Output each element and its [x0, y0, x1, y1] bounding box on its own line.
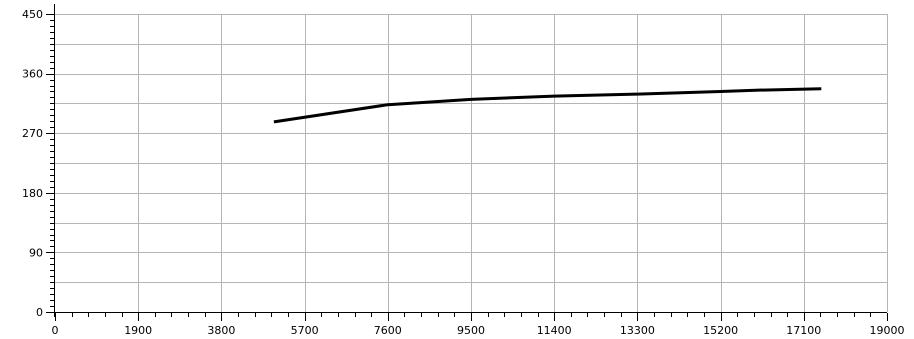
y-tick-label: 450 [22, 8, 43, 21]
x-tick-label: 1900 [124, 324, 152, 337]
x-tick-label: 15200 [703, 324, 738, 337]
x-tick-label: 17100 [786, 324, 821, 337]
y-axis-tick-labels: 0 90 180 270 360 450 [22, 8, 43, 319]
x-tick-label: 9500 [457, 324, 485, 337]
y-tick-label: 90 [29, 246, 43, 259]
series-line [273, 87, 822, 124]
x-axis-tick-labels: 0 1900 3800 5700 7600 9500 11400 13300 15200 1710… [52, 324, 905, 337]
x-tick-label: 0 [52, 324, 59, 337]
y-tick-label: 0 [36, 306, 43, 319]
y-tick-label: 180 [22, 187, 43, 200]
y-tick-label: 270 [22, 127, 43, 140]
series-group [273, 87, 822, 124]
x-tick-label: 7600 [374, 324, 402, 337]
x-tick-label: 19000 [870, 324, 905, 337]
x-tick-label: 11400 [537, 324, 572, 337]
axes [50, 4, 888, 317]
ticks [46, 14, 888, 321]
x-tick-label: 13300 [620, 324, 655, 337]
x-tick-label: 5700 [291, 324, 319, 337]
x-tick-label: 3800 [207, 324, 235, 337]
y-tick-label: 360 [22, 68, 43, 81]
grid [55, 14, 888, 312]
